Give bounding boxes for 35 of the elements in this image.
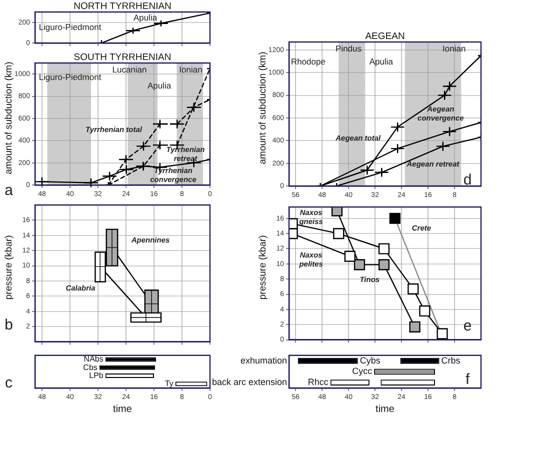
y-tick-label: back arc extension <box>212 377 287 388</box>
annotation: Liguro-Piedmont <box>38 72 102 82</box>
annotation: f <box>465 370 470 388</box>
annotation: d <box>463 171 472 188</box>
annotation: Apulia <box>147 80 172 91</box>
chart-title: AEGEAN <box>365 31 405 42</box>
y-axis-title: amount of subduction (km) <box>258 52 269 164</box>
annotation: Ionian <box>442 44 466 54</box>
data-label: Cbs <box>83 362 98 372</box>
y-axis-title: pressure (kbar) <box>258 235 269 300</box>
x-axis-title: time <box>113 404 132 415</box>
text: a <box>4 182 14 200</box>
y-axis-title: pressure (kbar) <box>4 235 15 300</box>
annotation: Apulia <box>133 12 158 23</box>
y-tick-label: exhumation <box>240 355 287 366</box>
text: c <box>5 374 13 392</box>
annotation: Liguro-Piedmont <box>38 22 102 32</box>
annotation: Pindus <box>336 44 362 54</box>
data-label: Cycc <box>352 366 373 376</box>
data-label: NAbs <box>84 354 104 364</box>
annotation: Ionian <box>179 64 203 75</box>
text: b <box>4 316 13 334</box>
data-label: LPb <box>89 370 104 380</box>
data-label: Rhcc <box>308 377 329 388</box>
chart-title: SOUTH TYRRHENIAN <box>74 52 172 63</box>
annotation: Lucanian <box>112 64 148 75</box>
annotation: Rhodope <box>290 56 326 67</box>
data-label: Ty <box>164 379 174 388</box>
data-label: Cybs <box>360 355 381 366</box>
y-axis-title: amount of subduction (km) <box>4 62 15 174</box>
annotation: e <box>463 318 472 335</box>
annotation: Apulia <box>369 56 394 67</box>
data-label: Crbs <box>441 355 461 366</box>
chart-title: NORTH TYRRHENIAN <box>74 1 172 12</box>
x-axis-title: time <box>376 404 395 415</box>
